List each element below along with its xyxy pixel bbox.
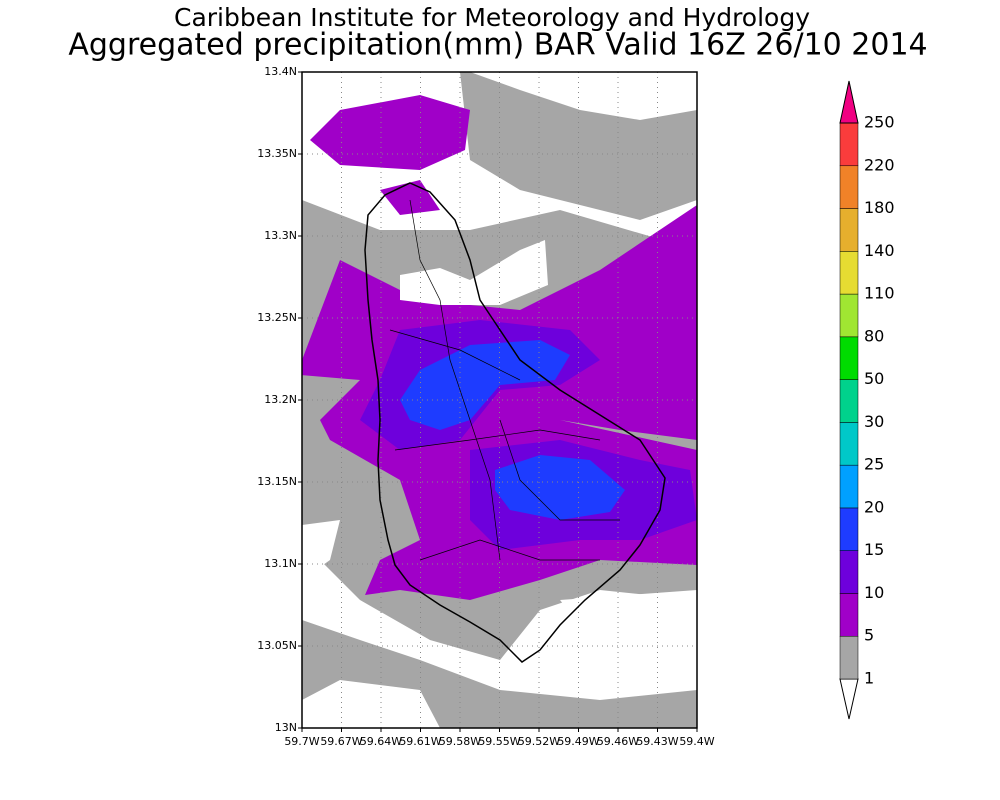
y-tick-label: 13.2N <box>264 393 297 406</box>
x-tick-label: 59.55W <box>478 735 520 748</box>
x-tick-label: 59.7W <box>284 735 319 748</box>
colorbar-label: 15 <box>864 540 884 559</box>
island-coastline <box>364 182 666 663</box>
x-tick-label: 59.61W <box>399 735 441 748</box>
x-tick-label: 59.43W <box>636 735 678 748</box>
y-tick-label: 13N <box>275 721 297 734</box>
y-tick-label: 13.3N <box>264 229 297 242</box>
colorbar-box <box>839 251 859 295</box>
colorbar-label: 25 <box>864 455 884 474</box>
colorbar-box <box>839 293 859 338</box>
colorbar-label: 250 <box>864 113 895 132</box>
colorbar-box <box>839 635 859 680</box>
colorbar-box <box>839 336 859 380</box>
colorbar-label: 140 <box>864 241 895 260</box>
x-tick-label: 59.46W <box>597 735 639 748</box>
colorbar-box <box>839 550 859 594</box>
colorbar-box <box>839 593 859 637</box>
x-tick-label: 59.4W <box>679 735 714 748</box>
y-tick-label: 13.05N <box>257 639 297 652</box>
title: Caribbean Institute for Meteorology and … <box>174 3 810 32</box>
colorbar-box <box>839 379 859 423</box>
colorbar-label: 30 <box>864 412 884 431</box>
colorbar-label: 5 <box>864 626 874 645</box>
y-tick-label: 13.15N <box>257 475 297 488</box>
colorbar-label: 180 <box>864 198 895 217</box>
x-tick-label: 59.52W <box>518 735 560 748</box>
x-tick-label: 59.49W <box>557 735 599 748</box>
y-tick-label: 13.35N <box>257 147 297 160</box>
colorbar-box <box>839 165 859 209</box>
subtitle: Aggregated precipitation(mm) BAR Valid 1… <box>68 28 927 63</box>
y-tick-label: 13.4N <box>264 65 297 78</box>
x-tick-label: 59.58W <box>439 735 481 748</box>
colorbar-label: 10 <box>864 583 884 602</box>
grid <box>302 72 697 728</box>
colorbar-box <box>839 464 859 509</box>
colorbar-box <box>839 208 859 252</box>
colorbar-label: 50 <box>864 369 884 388</box>
colorbar-label: 80 <box>864 326 884 345</box>
colorbar-box <box>839 422 859 466</box>
colorbar-upper-arrow <box>839 80 859 124</box>
colorbar-lower-arrow <box>839 678 859 720</box>
colorbar-label: 1 <box>864 669 874 688</box>
y-tick-label: 13.1N <box>264 557 297 570</box>
x-tick-label: 59.67W <box>320 735 362 748</box>
y-tick-label: 13.25N <box>257 311 297 324</box>
colorbar-label: 220 <box>864 155 895 174</box>
parish-lines <box>389 199 620 561</box>
colorbar-label: 110 <box>864 284 895 303</box>
colorbar-box <box>839 507 859 551</box>
x-tick-label: 59.64W <box>360 735 402 748</box>
colorbar-label: 20 <box>864 497 884 516</box>
colorbar-box <box>839 122 859 167</box>
